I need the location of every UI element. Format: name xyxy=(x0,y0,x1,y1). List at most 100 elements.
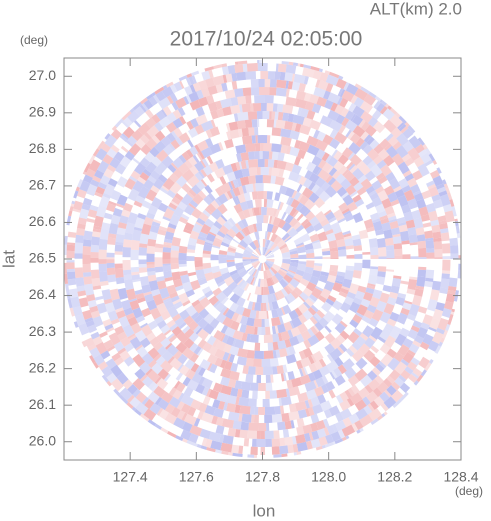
echo-cell xyxy=(271,309,279,319)
echo-cell xyxy=(178,252,187,261)
echo-cell xyxy=(162,259,171,264)
echo-cell xyxy=(310,413,320,424)
echo-cell xyxy=(440,278,450,289)
echo-cell xyxy=(226,254,235,260)
echo-cell xyxy=(348,163,356,171)
echo-cell xyxy=(431,194,441,202)
echo-cell xyxy=(255,135,258,144)
echo-cell xyxy=(173,417,186,429)
echo-cell xyxy=(187,127,199,139)
echo-cell xyxy=(90,257,99,263)
echo-cell xyxy=(375,276,386,286)
echo-cell xyxy=(221,66,230,76)
echo-cell xyxy=(335,394,344,404)
echo-cell xyxy=(98,263,107,272)
echo-cell xyxy=(112,207,123,217)
echo-cell xyxy=(288,345,296,355)
echo-cell xyxy=(328,167,338,177)
echo-cell xyxy=(293,237,304,246)
echo-cell xyxy=(364,124,377,137)
chart-title: 2017/10/24 02:05:00 xyxy=(170,28,363,51)
echo-cell xyxy=(195,383,206,394)
echo-cell xyxy=(227,249,236,254)
echo-cell xyxy=(137,212,147,220)
echo-cell xyxy=(102,153,114,165)
echo-cell xyxy=(390,389,404,403)
echo-cell xyxy=(198,402,208,413)
echo-cell xyxy=(127,110,140,123)
echo-cell xyxy=(104,323,114,331)
echo-cell xyxy=(202,262,212,270)
echo-cell xyxy=(239,429,248,439)
echo-cell xyxy=(84,337,95,348)
echo-cell xyxy=(87,299,97,308)
echo-cell xyxy=(297,409,308,419)
echo-cell xyxy=(329,119,343,132)
echo-cell xyxy=(107,237,116,245)
echo-cell xyxy=(442,329,449,339)
echo-cell xyxy=(417,163,430,177)
echo-cell xyxy=(237,60,248,65)
echo-cell xyxy=(214,198,222,207)
echo-cell xyxy=(260,71,269,80)
echo-cell xyxy=(96,302,108,314)
echo-cell xyxy=(313,222,323,232)
echo-cell xyxy=(173,350,183,360)
echo-cell xyxy=(249,406,256,415)
echo-cell xyxy=(453,297,458,302)
echo-cell xyxy=(407,227,417,236)
echo-cell xyxy=(183,228,192,235)
echo-cell xyxy=(355,357,368,370)
echo-cell xyxy=(293,286,303,296)
echo-cell xyxy=(92,315,104,328)
echo-cell xyxy=(183,96,190,105)
echo-cell xyxy=(74,253,83,259)
echo-cell xyxy=(388,291,399,300)
echo-cell xyxy=(245,160,249,169)
echo-cell xyxy=(180,213,190,221)
echo-cell xyxy=(156,407,164,416)
echo-cell xyxy=(264,430,274,439)
echo-cell xyxy=(334,438,344,445)
echo-cell xyxy=(284,436,294,446)
echo-cell xyxy=(362,396,371,406)
echo-cell xyxy=(106,380,112,387)
echo-cell xyxy=(214,167,226,179)
echo-cell xyxy=(331,370,338,379)
echo-cell xyxy=(170,139,181,150)
echo-cell xyxy=(317,168,331,182)
echo-cell xyxy=(393,243,403,250)
echo-cell xyxy=(215,291,227,303)
echo-cell xyxy=(409,242,418,246)
echo-cell xyxy=(98,238,108,251)
echo-cell xyxy=(402,254,411,259)
echo-cell xyxy=(139,157,151,168)
echo-cell xyxy=(274,292,280,301)
echo-cell xyxy=(308,296,316,304)
echo-cell xyxy=(201,437,208,447)
echo-cell xyxy=(279,71,286,81)
echo-cell xyxy=(338,165,348,175)
echo-cell xyxy=(420,214,431,222)
echo-cell xyxy=(226,394,237,405)
echo-cell xyxy=(164,403,175,414)
echo-cell xyxy=(137,185,150,199)
echo-cell xyxy=(241,168,250,178)
echo-cell xyxy=(135,391,147,404)
echo-cell xyxy=(122,379,133,390)
echo-cell xyxy=(336,238,346,248)
echo-cell xyxy=(401,240,410,245)
echo-cell xyxy=(380,353,394,367)
echo-cell xyxy=(314,321,324,332)
echo-cell xyxy=(162,297,172,304)
echo-cell xyxy=(232,330,244,341)
echo-cell xyxy=(171,326,183,337)
echo-cell xyxy=(173,278,183,288)
echo-cell xyxy=(301,187,314,199)
echo-cell xyxy=(283,321,293,332)
echo-cell xyxy=(203,243,213,252)
echo-cell xyxy=(234,380,243,390)
echo-cell xyxy=(313,265,323,272)
echo-cell xyxy=(303,287,313,296)
echo-cell xyxy=(385,103,390,108)
